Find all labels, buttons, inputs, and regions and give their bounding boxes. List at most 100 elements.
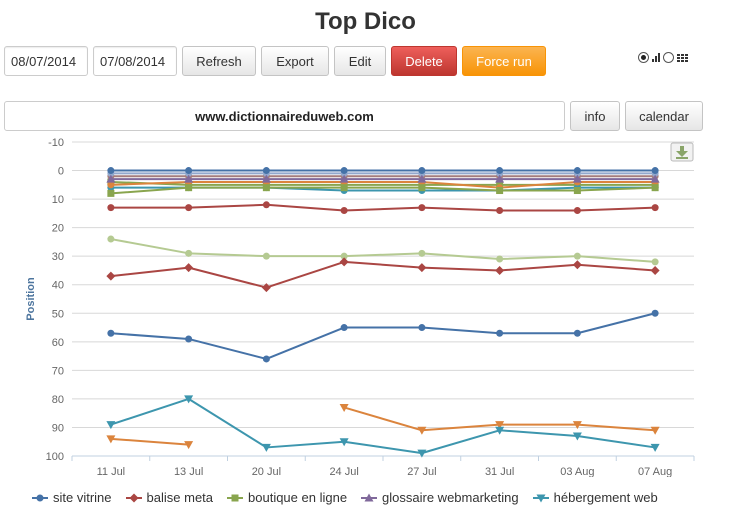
data-point[interactable] — [107, 167, 115, 175]
data-point[interactable] — [107, 329, 115, 337]
date-to-input[interactable] — [93, 46, 177, 76]
data-point[interactable] — [184, 441, 194, 450]
data-point[interactable] — [496, 329, 504, 337]
edit-button[interactable]: Edit — [334, 46, 386, 76]
data-point[interactable] — [650, 443, 660, 452]
data-point[interactable] — [340, 252, 348, 260]
legend-item[interactable]: boutique en ligne — [227, 490, 347, 505]
data-point[interactable] — [185, 204, 193, 212]
data-point[interactable] — [184, 395, 194, 404]
legend-item[interactable]: balise meta — [125, 490, 214, 505]
data-point[interactable] — [107, 204, 115, 212]
data-point[interactable] — [418, 249, 426, 257]
data-point[interactable] — [496, 255, 504, 263]
data-point[interactable] — [106, 174, 116, 183]
series-3 — [106, 174, 660, 183]
data-point[interactable] — [495, 265, 505, 275]
data-point[interactable] — [340, 167, 348, 175]
data-point[interactable] — [262, 201, 270, 209]
data-point[interactable] — [106, 435, 116, 444]
site-domain-field[interactable]: www.dictionnaireduweb.com — [4, 101, 565, 131]
data-point[interactable] — [573, 252, 581, 260]
data-point[interactable] — [262, 355, 270, 363]
data-point[interactable] — [650, 174, 660, 183]
series-2 — [107, 184, 659, 197]
data-point[interactable] — [417, 449, 427, 458]
data-point[interactable] — [262, 252, 270, 260]
data-point[interactable] — [418, 204, 426, 212]
data-point[interactable] — [107, 235, 115, 243]
y-tick-label: 100 — [46, 451, 64, 463]
series-line — [110, 180, 656, 189]
legend-label: balise meta — [146, 490, 214, 505]
data-point[interactable] — [339, 174, 349, 183]
legend-item[interactable]: glossaire webmarketing — [361, 490, 519, 505]
data-point[interactable] — [650, 426, 660, 435]
data-point[interactable] — [496, 167, 504, 175]
x-tick-label: 20 Jul — [252, 466, 281, 477]
data-point[interactable] — [185, 249, 193, 257]
data-point[interactable] — [262, 167, 270, 175]
data-point[interactable] — [106, 421, 116, 430]
data-point[interactable] — [572, 174, 582, 183]
data-point[interactable] — [418, 167, 426, 175]
data-point[interactable] — [262, 184, 270, 192]
chart-view-radio[interactable] — [638, 52, 649, 63]
calendar-button[interactable]: calendar — [625, 101, 703, 131]
date-from-input[interactable] — [4, 46, 88, 76]
data-point[interactable] — [573, 329, 581, 337]
data-point[interactable] — [650, 265, 660, 275]
data-point[interactable] — [418, 184, 426, 192]
data-point[interactable] — [339, 403, 349, 412]
data-point[interactable] — [261, 443, 271, 452]
table-view-radio[interactable] — [663, 52, 674, 63]
chart-legend: site vitrine balise meta boutique en ligne… — [32, 490, 658, 505]
data-point[interactable] — [184, 174, 194, 183]
data-point[interactable] — [572, 260, 582, 270]
data-point[interactable] — [496, 207, 504, 215]
data-point[interactable] — [573, 167, 581, 175]
data-point[interactable] — [261, 283, 271, 293]
data-point[interactable] — [340, 324, 348, 332]
data-point[interactable] — [185, 167, 193, 175]
series-5 — [107, 201, 659, 215]
info-button[interactable]: info — [570, 101, 620, 131]
data-point[interactable] — [495, 421, 505, 430]
data-point[interactable] — [417, 426, 427, 435]
data-point[interactable] — [106, 271, 116, 281]
data-point[interactable] — [651, 184, 659, 192]
data-point[interactable] — [107, 181, 115, 189]
export-button[interactable]: Export — [261, 46, 329, 76]
data-point[interactable] — [261, 174, 271, 183]
data-point[interactable] — [496, 187, 504, 195]
legend-item[interactable]: site vitrine — [32, 490, 112, 505]
data-point[interactable] — [495, 174, 505, 183]
data-point[interactable] — [651, 258, 659, 266]
data-point[interactable] — [417, 174, 427, 183]
data-point[interactable] — [418, 324, 426, 332]
data-point[interactable] — [651, 204, 659, 212]
data-point[interactable] — [572, 421, 582, 430]
data-point[interactable] — [572, 432, 582, 441]
data-point[interactable] — [651, 167, 659, 175]
data-point[interactable] — [107, 189, 115, 197]
data-point[interactable] — [340, 207, 348, 215]
data-point[interactable] — [339, 438, 349, 447]
delete-button[interactable]: Delete — [391, 46, 457, 76]
refresh-button[interactable]: Refresh — [182, 46, 256, 76]
data-point[interactable] — [573, 207, 581, 215]
data-point[interactable] — [340, 184, 348, 192]
data-point[interactable] — [495, 426, 505, 435]
force-run-button[interactable]: Force run — [462, 46, 546, 76]
data-point[interactable] — [184, 263, 194, 273]
legend-marker — [536, 494, 546, 502]
data-point[interactable] — [573, 187, 581, 195]
data-point[interactable] — [185, 335, 193, 343]
export-chart-button[interactable] — [670, 142, 694, 162]
legend-item[interactable]: hébergement web — [532, 490, 658, 505]
data-point[interactable] — [185, 184, 193, 192]
data-point[interactable] — [339, 257, 349, 267]
data-point[interactable] — [651, 309, 659, 317]
legend-marker — [36, 494, 44, 501]
data-point[interactable] — [417, 263, 427, 273]
